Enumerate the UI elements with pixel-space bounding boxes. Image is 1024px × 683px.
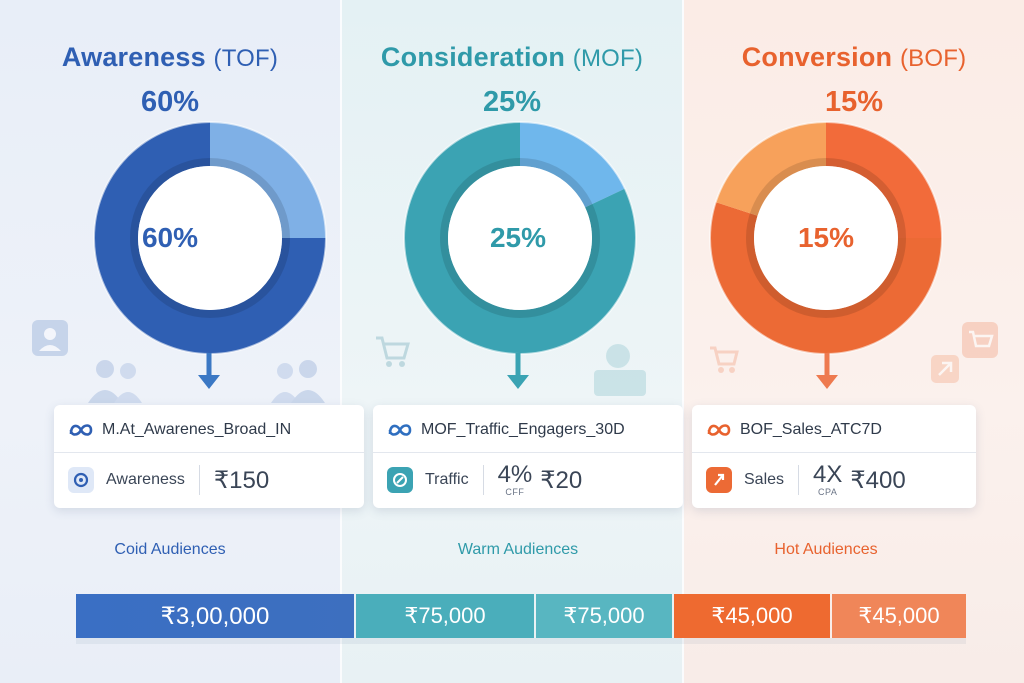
metric-value: 4X	[813, 461, 843, 488]
stage-title-tag: (BOF)	[899, 45, 967, 72]
donut-hole	[754, 166, 898, 310]
metric: 4% CFF	[498, 463, 533, 497]
budget-value: ₹20	[540, 466, 583, 494]
user-icon	[32, 320, 68, 356]
card-separator	[692, 452, 976, 453]
donut-hole	[138, 166, 282, 310]
donut-inner-ring	[130, 158, 290, 318]
budget-bar-bof-1: ₹45,000	[674, 594, 830, 638]
stage-title: Consideration (MOF)	[342, 42, 682, 73]
stage-percent: 25%	[482, 86, 542, 118]
awareness-icon	[68, 467, 94, 493]
budget-value: ₹150	[213, 466, 270, 494]
audience-label: Coid Audiences	[114, 541, 226, 558]
cart-icon	[376, 336, 410, 367]
budget-bar-mof-1: ₹75,000	[356, 594, 534, 638]
stage-percent: 15%	[824, 86, 884, 118]
budget-bar-shadow	[76, 638, 966, 644]
stage-percent: 60%	[140, 86, 200, 118]
arrow-up-right-icon	[931, 355, 959, 383]
metric: 4X CPA	[813, 463, 842, 497]
donut-hole	[448, 166, 592, 310]
panel-divider	[340, 0, 342, 683]
donut-slice	[826, 122, 942, 238]
campaign-name: MOF_Traffic_Engagers_30D	[421, 421, 625, 438]
campaign-name: BOF_Sales_ATC7D	[740, 421, 882, 438]
chat-icon	[594, 344, 646, 396]
arrow-down-icon	[198, 353, 220, 389]
meta-logo-icon	[69, 424, 93, 436]
donut-center-label: 15%	[797, 222, 855, 253]
budget-bar-tof: ₹3,00,000	[76, 594, 354, 638]
stage-title-name: Conversion	[741, 42, 893, 72]
audience-label: Warm Audiences	[457, 541, 579, 558]
stage-title: Conversion (BOF)	[684, 42, 1024, 73]
stage-title-tag: (MOF)	[572, 45, 644, 72]
donut-chart	[93, 121, 327, 355]
budget-value: ₹400	[850, 466, 906, 494]
stage-title: Awareness (TOF)	[0, 42, 340, 73]
objective-label: Sales	[744, 471, 785, 488]
sales-icon	[706, 467, 732, 493]
donut-chart	[403, 121, 637, 355]
arrow-down-icon	[507, 353, 529, 389]
cart-icon	[962, 322, 998, 358]
stage-title-tag: (TOF)	[213, 45, 279, 72]
meta-logo-icon	[707, 424, 731, 436]
audience-group-icon	[88, 360, 325, 403]
donut-inner-ring	[746, 158, 906, 318]
campaign-card[interactable]: BOF_Sales_ATC7D Sales 4X CPA ₹400	[692, 405, 976, 508]
metric-value: 4%	[497, 461, 533, 488]
panel-divider	[682, 0, 684, 683]
campaign-card[interactable]: M.At_Awarenes_Broad_IN Awareness ₹150	[54, 405, 364, 508]
donut-center-label: 25%	[489, 222, 547, 253]
stage-title-name: Awareness	[61, 42, 206, 72]
metric-label: CFF	[505, 487, 525, 497]
donut-slice	[710, 202, 942, 355]
stage-title-name: Consideration	[380, 42, 566, 72]
vertical-separator	[198, 465, 200, 495]
audience-label: Hot Audiences	[774, 541, 878, 558]
donut-slice	[520, 122, 625, 208]
meta-logo-icon	[388, 424, 412, 436]
donut-slice	[715, 122, 826, 216]
budget-bar-mof-2: ₹75,000	[536, 594, 672, 638]
donut-slice	[210, 122, 326, 238]
vertical-separator	[482, 465, 484, 495]
campaign-name: M.At_Awarenes_Broad_IN	[102, 421, 292, 438]
cart-icon	[710, 346, 739, 373]
vertical-separator	[798, 465, 800, 495]
donut-inner-ring	[440, 158, 600, 318]
card-separator	[373, 452, 683, 453]
budget-bar-bof-2: ₹45,000	[832, 594, 966, 638]
arrow-down-icon	[816, 353, 838, 389]
donut-center-label: 60%	[141, 222, 199, 253]
donut-slice	[404, 122, 636, 354]
campaign-card[interactable]: MOF_Traffic_Engagers_30D Traffic 4% CFF …	[373, 405, 683, 508]
traffic-icon	[387, 467, 413, 493]
objective-label: Traffic	[425, 471, 469, 488]
metric-label: CPA	[818, 487, 838, 497]
objective-label: Awareness	[106, 471, 185, 488]
donut-chart	[709, 121, 943, 355]
card-separator	[54, 452, 364, 453]
donut-slice	[94, 122, 326, 354]
